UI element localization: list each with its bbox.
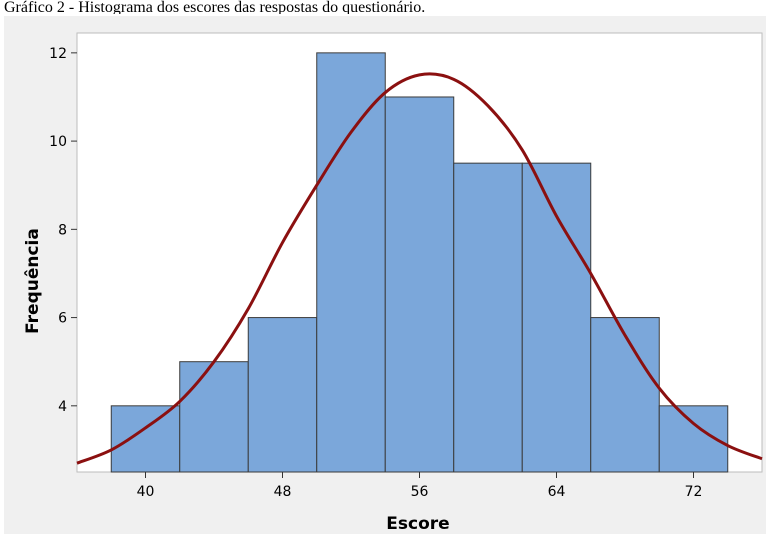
x-tick-label-72: 72 <box>685 484 703 500</box>
histogram-bar-2 <box>179 361 249 473</box>
bars-layer <box>110 52 729 473</box>
histogram-bar-7 <box>521 162 592 473</box>
x-axis: 40 48 56 64 72 <box>137 472 703 500</box>
y-tick-label-10: 10 <box>49 134 67 150</box>
x-tick-label-64: 64 <box>548 484 566 500</box>
y-tick-label-6: 6 <box>58 311 67 327</box>
y-tick-label-4: 4 <box>58 399 67 415</box>
normal-fit-curve <box>76 72 763 465</box>
histogram-bar-4 <box>316 52 386 473</box>
histogram-bar-3 <box>247 317 318 473</box>
y-tick-label-12: 12 <box>49 46 67 62</box>
x-tick-label-40: 40 <box>137 484 155 500</box>
chart-frame: 40 48 56 64 72 4 6 8 10 12 Escore Frequência <box>4 16 766 534</box>
x-tick-label-48: 48 <box>274 484 292 500</box>
y-tick-label-8: 8 <box>58 222 67 238</box>
histogram-bar-6 <box>453 162 523 473</box>
y-axis: 4 6 8 10 12 <box>49 46 77 415</box>
figure-caption: Gráfico 2 - Histograma dos escores das r… <box>4 0 426 14</box>
histogram-bar-1 <box>110 405 181 473</box>
histogram-chart: 40 48 56 64 72 4 6 8 10 12 Escore Frequência <box>23 32 763 534</box>
y-axis-title: Frequência <box>23 228 43 334</box>
histogram-bar-8 <box>590 317 660 473</box>
histogram-bar-5 <box>384 96 455 473</box>
x-tick-label-56: 56 <box>411 484 429 500</box>
x-axis-title: Escore <box>386 514 449 534</box>
